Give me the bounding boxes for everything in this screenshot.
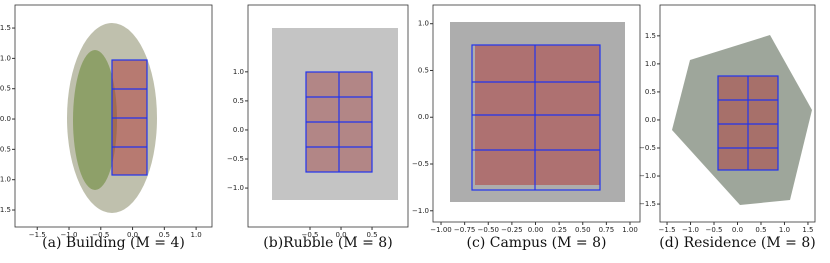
- y-tick-label: 0.0: [0, 115, 11, 123]
- y-tick-label: 1.0: [0, 176, 11, 184]
- x-tick-label: −1.5: [659, 226, 676, 234]
- partition-grid: [111, 44, 779, 191]
- x-tick-label: −0.5: [92, 231, 109, 239]
- x-tick-label: 0.5: [366, 231, 377, 239]
- y-tick-label: 1.0: [418, 20, 429, 28]
- point-cloud-b: [272, 28, 398, 200]
- x-tick-label: −0.5: [302, 231, 319, 239]
- y-tick-label: 1.5: [645, 32, 656, 40]
- x-tick-label: −0.75: [454, 226, 475, 234]
- y-tick-label: −0.5: [639, 144, 656, 152]
- y-tick-label: 0.5: [0, 145, 11, 153]
- x-tick-label: −0.50: [478, 226, 499, 234]
- x-tick-label: 0.75: [599, 226, 615, 234]
- y-tick-label: −1.5: [639, 200, 656, 208]
- x-tick-label: 1.5: [802, 226, 813, 234]
- y-tick-label: 0.5: [0, 85, 11, 93]
- x-tick-label: −1.5: [29, 231, 46, 239]
- y-tick-label: −0.5: [412, 160, 429, 168]
- x-tick-label: −1.0: [61, 231, 78, 239]
- y-tick-label: −1.0: [227, 184, 244, 192]
- point-cloud-d: [672, 35, 812, 205]
- caption: (d) Residence (M = 8): [659, 235, 815, 251]
- y-tick-label: −1.0: [412, 207, 429, 215]
- y-tick-label: 1.0: [233, 68, 244, 76]
- y-tick-label: 1.5: [0, 206, 11, 214]
- y-tick-label: 0.5: [233, 97, 244, 105]
- x-tick-label: 0.0: [127, 231, 138, 239]
- axes-frame: [432, 4, 641, 223]
- x-tick-label: −0.5: [706, 226, 723, 234]
- y-tick-label: 0.5: [645, 88, 656, 96]
- x-tick-label: 1.0: [779, 226, 790, 234]
- x-tick-label: 0.5: [755, 226, 766, 234]
- y-tick-label: 1.0: [0, 54, 11, 62]
- y-tick-label: 0.0: [418, 113, 429, 121]
- x-tick-label: 0.00: [528, 226, 544, 234]
- point-cloud-c: [450, 22, 625, 202]
- y-tick-label: 1.5: [0, 24, 11, 32]
- y-tick-label: 0.5: [418, 66, 429, 74]
- y-tick-label: 0.0: [233, 126, 244, 134]
- x-tick-label: −0.25: [501, 226, 522, 234]
- x-tick-label: 0.0: [732, 226, 743, 234]
- x-tick-label: 0.5: [159, 231, 170, 239]
- y-tick-label: −0.5: [227, 155, 244, 163]
- y-tick-label: 0.0: [645, 116, 656, 124]
- y-tick-label: −1.0: [639, 172, 656, 180]
- x-tick-label: 0.50: [575, 226, 591, 234]
- x-tick-label: 1.0: [191, 231, 202, 239]
- caption: (b)Rubble (M = 8): [263, 235, 392, 251]
- y-tick-label: 1.0: [645, 60, 656, 68]
- x-tick-label: 0.25: [551, 226, 567, 234]
- axes-frame: [14, 4, 213, 228]
- x-tick-label: 1.00: [622, 226, 638, 234]
- x-tick-label: 0.0: [335, 231, 346, 239]
- x-tick-label: −1.0: [682, 226, 699, 234]
- axes-frame: [247, 4, 409, 228]
- x-tick-label: −1.00: [430, 226, 451, 234]
- caption: (c) Campus (M = 8): [467, 235, 607, 251]
- caption: (a) Building (M = 4): [42, 235, 185, 251]
